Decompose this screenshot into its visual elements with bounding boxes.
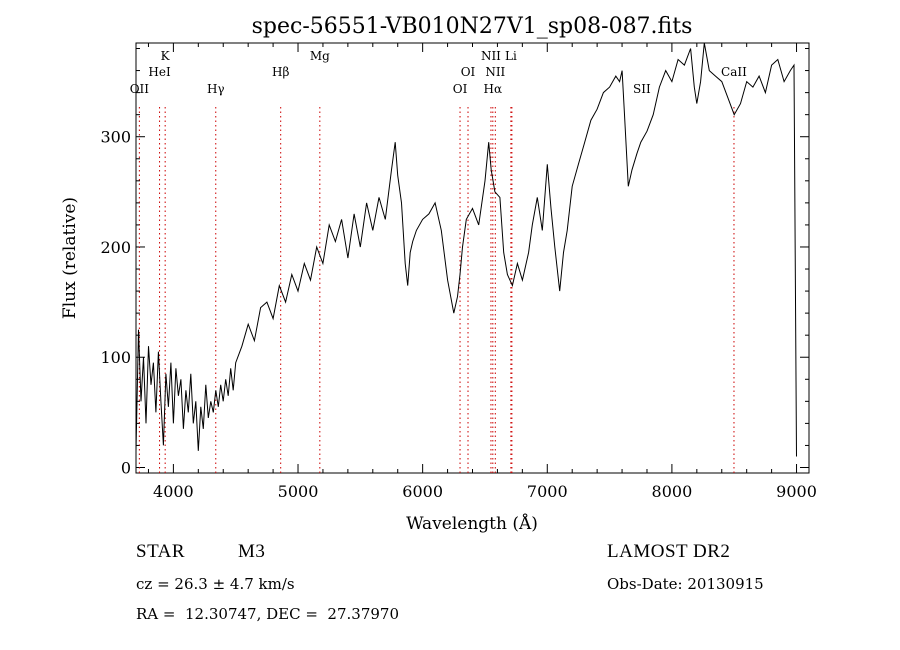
y-axis-label: Flux (relative): [60, 197, 80, 319]
line-marker-label: Mg: [310, 49, 330, 63]
y-tick-label: 0: [121, 458, 131, 477]
coordinates-readout: RA = 12.30747, DEC = 27.37970: [136, 605, 400, 623]
line-marker-label: Hα: [484, 82, 503, 96]
object-class: STAR: [136, 541, 186, 562]
x-tick-label: 6000: [402, 482, 443, 501]
chart-title: spec-56551-VB010N27V1_sp08-087.fits: [252, 14, 693, 39]
line-marker-label: Li: [505, 49, 517, 63]
y-tick-label: 200: [100, 238, 131, 257]
observation-date: Obs-Date: 20130915: [607, 575, 764, 593]
x-axis-label: Wavelength (Å): [406, 513, 538, 534]
plot-frame: [135, 42, 810, 474]
line-marker-label: Hβ: [272, 65, 289, 79]
x-tick-label: 4000: [153, 482, 194, 501]
redshift-readout: cz = 26.3 ± 4.7 km/s: [136, 575, 295, 593]
line-marker-label: OI: [461, 65, 476, 79]
line-marker-label: OII: [130, 82, 150, 96]
spectrum-line: [135, 42, 797, 457]
line-marker-label: HeI: [148, 65, 171, 79]
line-marker-label: Hγ: [207, 82, 225, 96]
y-axis: 0 100 200 300: [100, 48, 809, 477]
line-marker-label: NII: [485, 65, 505, 79]
x-tick-label: 5000: [278, 482, 319, 501]
y-tick-label: 100: [100, 348, 131, 367]
x-tick-label: 9000: [776, 482, 817, 501]
line-marker-label: CaII: [721, 65, 747, 79]
object-subclass: M3: [238, 541, 266, 562]
line-marker-label: SII: [633, 82, 651, 96]
line-marker-label: NII: [481, 49, 501, 63]
x-tick-label: 8000: [652, 482, 693, 501]
x-axis: 4000 5000 6000 7000 8000 9000: [147, 43, 817, 501]
x-tick-label: 7000: [527, 482, 568, 501]
line-marker-label: OI: [453, 82, 468, 96]
line-marker-label: K: [161, 49, 171, 63]
y-tick-label: 300: [100, 128, 131, 147]
survey-name: LAMOST DR2: [607, 541, 731, 562]
